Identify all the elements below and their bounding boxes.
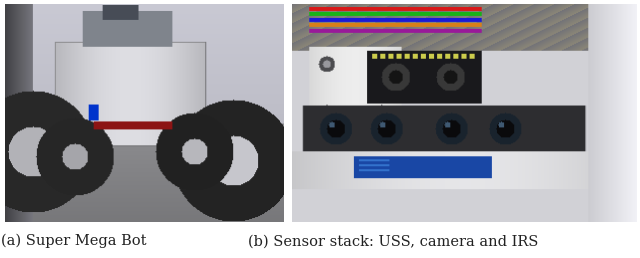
Text: (b) Sensor stack: USS, camera and IRS: (b) Sensor stack: USS, camera and IRS (248, 234, 539, 248)
Text: (a) Super Mega Bot: (a) Super Mega Bot (1, 234, 147, 248)
